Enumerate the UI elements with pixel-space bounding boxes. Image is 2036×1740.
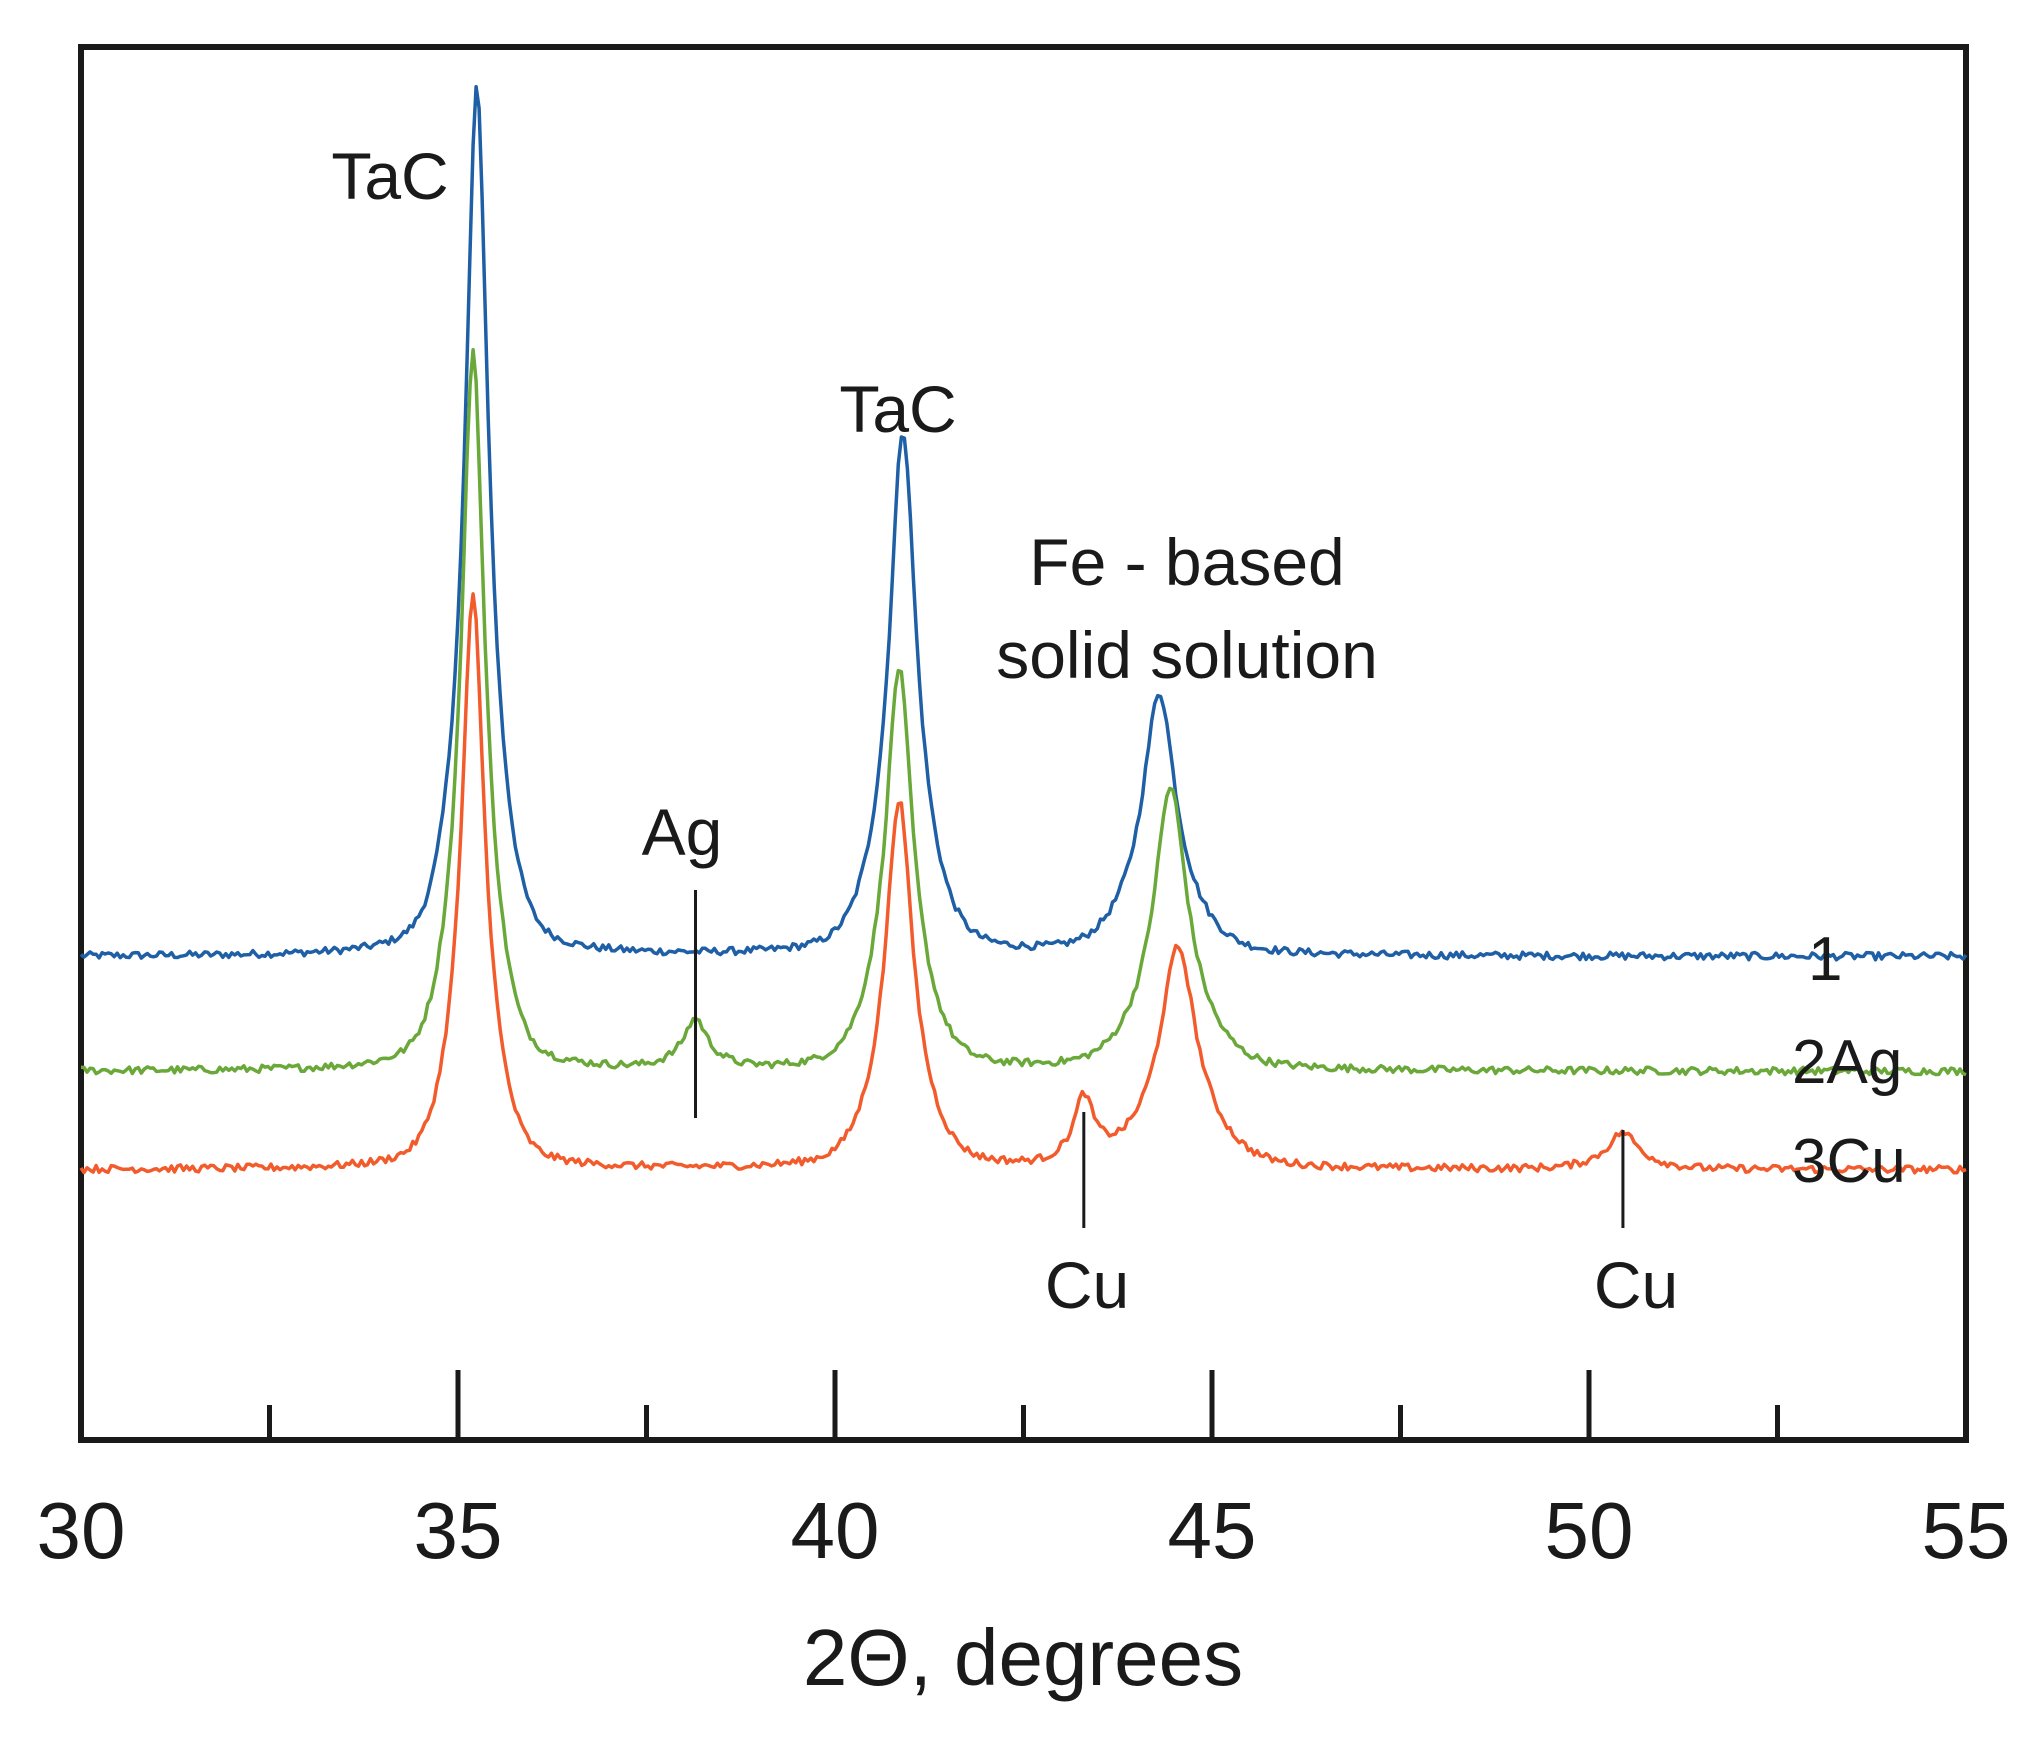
- series-line-1: [79, 84, 1968, 962]
- cu-label-2: Cu: [1594, 1248, 1678, 1322]
- tac-label-1: TaC: [331, 139, 448, 213]
- x-tick-label: 35: [414, 1486, 503, 1575]
- tac-label-2: TaC: [839, 372, 956, 446]
- x-tick-labels: 30 35 40 45 50 55: [37, 1486, 2011, 1575]
- solid-solution-label: solid solution: [996, 618, 1378, 692]
- x-ticks: [78, 1370, 1969, 1440]
- series-label-2ag: 2Ag: [1792, 1028, 1902, 1097]
- x-tick-label: 55: [1922, 1486, 2011, 1575]
- fe-based-label: Fe - based: [1029, 525, 1345, 599]
- series-line-2ag: [81, 347, 1967, 1077]
- x-axis-title: 2Θ, degrees: [803, 1613, 1243, 1702]
- x-tick-label: 40: [791, 1486, 880, 1575]
- series-label-1: 1: [1808, 925, 1842, 994]
- series-group: [79, 84, 1968, 1175]
- ag-label: Ag: [642, 795, 723, 869]
- series-line-3cu: [79, 592, 1967, 1175]
- x-tick-label: 45: [1168, 1486, 1257, 1575]
- series-label-3cu: 3Cu: [1792, 1127, 1906, 1196]
- x-tick-label: 50: [1545, 1486, 1634, 1575]
- x-tick-label: 30: [37, 1486, 126, 1575]
- cu-label-1: Cu: [1045, 1248, 1129, 1322]
- peak-markers: [694, 890, 1625, 1228]
